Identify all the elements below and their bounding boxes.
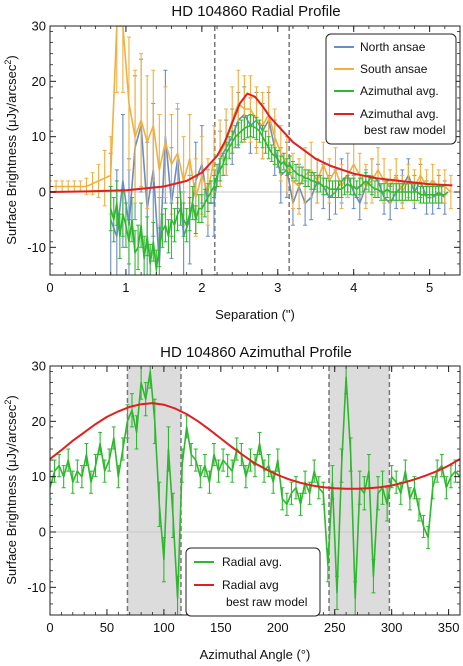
y-tick-label: 10 [32,469,46,484]
y-tick-label: 0 [39,525,46,540]
legend-entry-model-line2: best raw model [364,123,445,137]
legend-entry-avg: Radial avg. [222,555,282,569]
y-axis-label-superscript: 2 [3,60,13,65]
series-line [50,402,460,490]
legend-entry-avg: Azimuthal avg. [360,84,439,98]
series-radial-avg [50,366,460,615]
legend-entry-model: Azimuthal avg. [360,107,439,121]
y-tick-label: 10 [32,129,46,144]
legend-entry-south: South ansae [360,62,428,76]
x-tick-label: 50 [100,620,114,635]
x-tick-label: 100 [153,620,175,635]
legend: North ansae South ansae Azimuthal avg. A… [325,33,457,145]
y-axis-label-superscript: 2 [3,400,13,405]
plot-area [50,366,460,615]
legend-box [325,33,457,145]
y-axis-label-main: Surface Brightness (μJy/arcsec [4,404,19,585]
x-axis-label: Azimuthal Angle (°) [200,647,311,662]
azimuthal-profile-chart: HD 104860 Azimuthal Profile 0 50 100 150 200… [3,344,461,662]
y-tick-label: 20 [32,74,46,89]
x-tick-label: 0 [46,620,53,635]
legend-entry-model-line2: best raw model [226,595,307,609]
x-tick-label: 200 [267,620,289,635]
x-tick-label: 300 [381,620,403,635]
plot-content [50,26,460,275]
x-tick-label: 2 [198,280,205,295]
x-tick-label: 350 [438,620,460,635]
y-tick-label: 30 [32,359,46,374]
series-radial-model [50,402,460,490]
x-tick-label: 3 [274,280,281,295]
y-axis-label-close: ) [4,55,19,59]
x-tick-label: 150 [210,620,232,635]
plot-area [50,26,460,275]
legend-entry-model: Radial avg [222,578,279,592]
y-axis-label: Surface Brightness (μJy/arcsec2) [3,55,19,245]
y-tick-label: 0 [39,185,46,200]
x-tick-label: 0 [46,280,53,295]
series-azimuthal-model [50,92,453,193]
series-line [50,370,460,600]
chart-title: HD 104860 Azimuthal Profile [160,344,352,361]
x-tick-label: 4 [350,280,357,295]
y-axis-label-main: Surface Brightness (μJy/arcsec [4,64,19,245]
legend-box [185,547,321,617]
series-line [50,26,452,199]
y-axis-label-close: ) [4,395,19,399]
axis-ticks: 0 1 2 3 4 5 -10 0 10 20 30 [27,19,461,295]
x-tick-label: 250 [324,620,346,635]
series-line [50,92,453,193]
x-tick-label: 1 [122,280,129,295]
x-tick-label: 5 [426,280,433,295]
y-tick-label: 20 [32,414,46,429]
y-tick-label: 30 [32,19,46,34]
axis-ticks: 0 50 100 150 200 250 300 350 -10 0 10 20 30 [27,359,461,635]
y-tick-label: -10 [27,580,46,595]
y-tick-label: -10 [27,240,46,255]
x-axis-label: Separation (") [215,307,295,322]
series-line [109,124,449,271]
legend-entry-north: North ansae [360,40,426,54]
plot-content [50,366,460,615]
series-azimuthal-avg [108,114,449,275]
chart-title: HD 104860 Radial Profile [171,3,340,20]
radial-profile-chart: HD 104860 Radial Profile 0 1 2 3 4 5 -10 0 10 20 3… [3,3,461,322]
legend: Radial avg. Radial avg best raw model [185,547,321,617]
plot-frame [49,25,461,276]
y-axis-label: Surface Brightness (μJy/arcsec2) [3,395,19,585]
